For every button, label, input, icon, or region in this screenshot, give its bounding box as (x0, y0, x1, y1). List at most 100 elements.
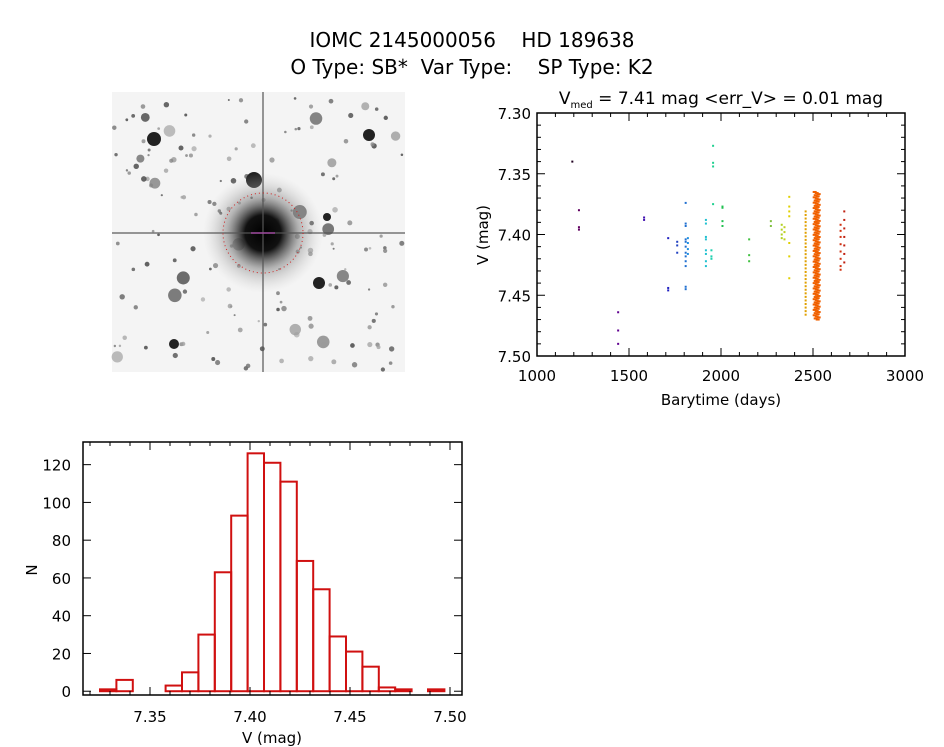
star (276, 291, 280, 296)
data-point (812, 201, 817, 204)
y-tick-label: 80 (52, 532, 71, 550)
data-point (684, 288, 687, 291)
y-axis-label: N (23, 564, 41, 575)
data-point (813, 290, 818, 293)
data-point (814, 293, 819, 296)
star (219, 179, 222, 183)
histogram-bar (263, 461, 282, 693)
data-point (721, 224, 724, 227)
data-point (814, 245, 819, 248)
star (125, 118, 129, 122)
data-point (667, 237, 670, 240)
star (382, 282, 388, 288)
star (388, 361, 393, 365)
star (376, 345, 381, 350)
x-tick-label: 2500 (794, 367, 832, 385)
data-point (814, 224, 819, 227)
histogram-chart: 7.35 7.40 7.45 7.50 0 20 40 60 80 100 120 V (mag) N (23, 441, 467, 747)
star (367, 341, 373, 348)
star (328, 283, 333, 287)
data-point (684, 245, 687, 248)
data-point (815, 232, 820, 235)
star (182, 289, 188, 294)
star (374, 107, 379, 111)
star (207, 199, 212, 205)
data-point (814, 267, 819, 270)
data-point (710, 257, 713, 260)
data-point (804, 288, 807, 291)
star (364, 247, 368, 252)
data-point (814, 197, 819, 200)
data-point (839, 268, 842, 271)
data-point (843, 244, 846, 247)
data-point (814, 272, 819, 275)
star (391, 304, 395, 309)
star (176, 271, 190, 285)
star (149, 177, 161, 189)
histogram-bar (295, 559, 315, 693)
star (371, 318, 376, 323)
y-tick-label: 7.45 (498, 287, 531, 305)
histogram-bar (377, 686, 397, 693)
star (215, 360, 221, 366)
star (168, 288, 182, 303)
data-point (813, 312, 818, 315)
data-point (843, 252, 846, 255)
star (328, 98, 334, 104)
star (211, 357, 216, 361)
data-point (804, 281, 807, 284)
data-point (812, 287, 817, 290)
histogram-bar (312, 588, 331, 693)
star (361, 102, 370, 111)
data-point (704, 260, 707, 263)
histogram-bar (246, 452, 266, 693)
star (332, 177, 336, 181)
star (113, 344, 117, 348)
data-point (813, 263, 818, 266)
data-point (813, 194, 818, 197)
star (227, 98, 230, 101)
data-point (704, 265, 707, 268)
data-point (812, 239, 817, 242)
data-point (704, 222, 707, 225)
data-point (816, 273, 821, 276)
data-point (684, 240, 687, 243)
star (191, 133, 196, 137)
data-point (812, 314, 817, 317)
data-point (804, 299, 807, 302)
star (157, 233, 160, 237)
data-point (667, 289, 670, 292)
data-point (721, 205, 724, 208)
data-point (813, 274, 818, 277)
data-point (804, 267, 807, 270)
star (279, 358, 284, 364)
data-point (643, 218, 646, 221)
data-point (804, 213, 807, 216)
star (163, 125, 176, 137)
data-point (813, 253, 818, 256)
star (257, 319, 260, 323)
y-tick-label: 20 (52, 645, 71, 663)
star (383, 246, 387, 250)
data-point (804, 210, 807, 213)
star (163, 101, 170, 108)
star (125, 169, 129, 172)
star (233, 314, 236, 317)
data-point (812, 190, 817, 193)
data-point (814, 304, 819, 307)
star (351, 362, 358, 368)
data-point (815, 222, 820, 225)
data-point (813, 199, 818, 202)
data-point (769, 220, 772, 223)
star (227, 303, 233, 309)
data-point (815, 243, 820, 246)
histogram-bar (213, 571, 233, 693)
data-point (804, 270, 807, 273)
star (191, 146, 197, 152)
data-point (813, 242, 818, 245)
data-point (813, 296, 818, 299)
data-point (804, 231, 807, 234)
data-point (804, 310, 807, 313)
data-point (804, 285, 807, 288)
